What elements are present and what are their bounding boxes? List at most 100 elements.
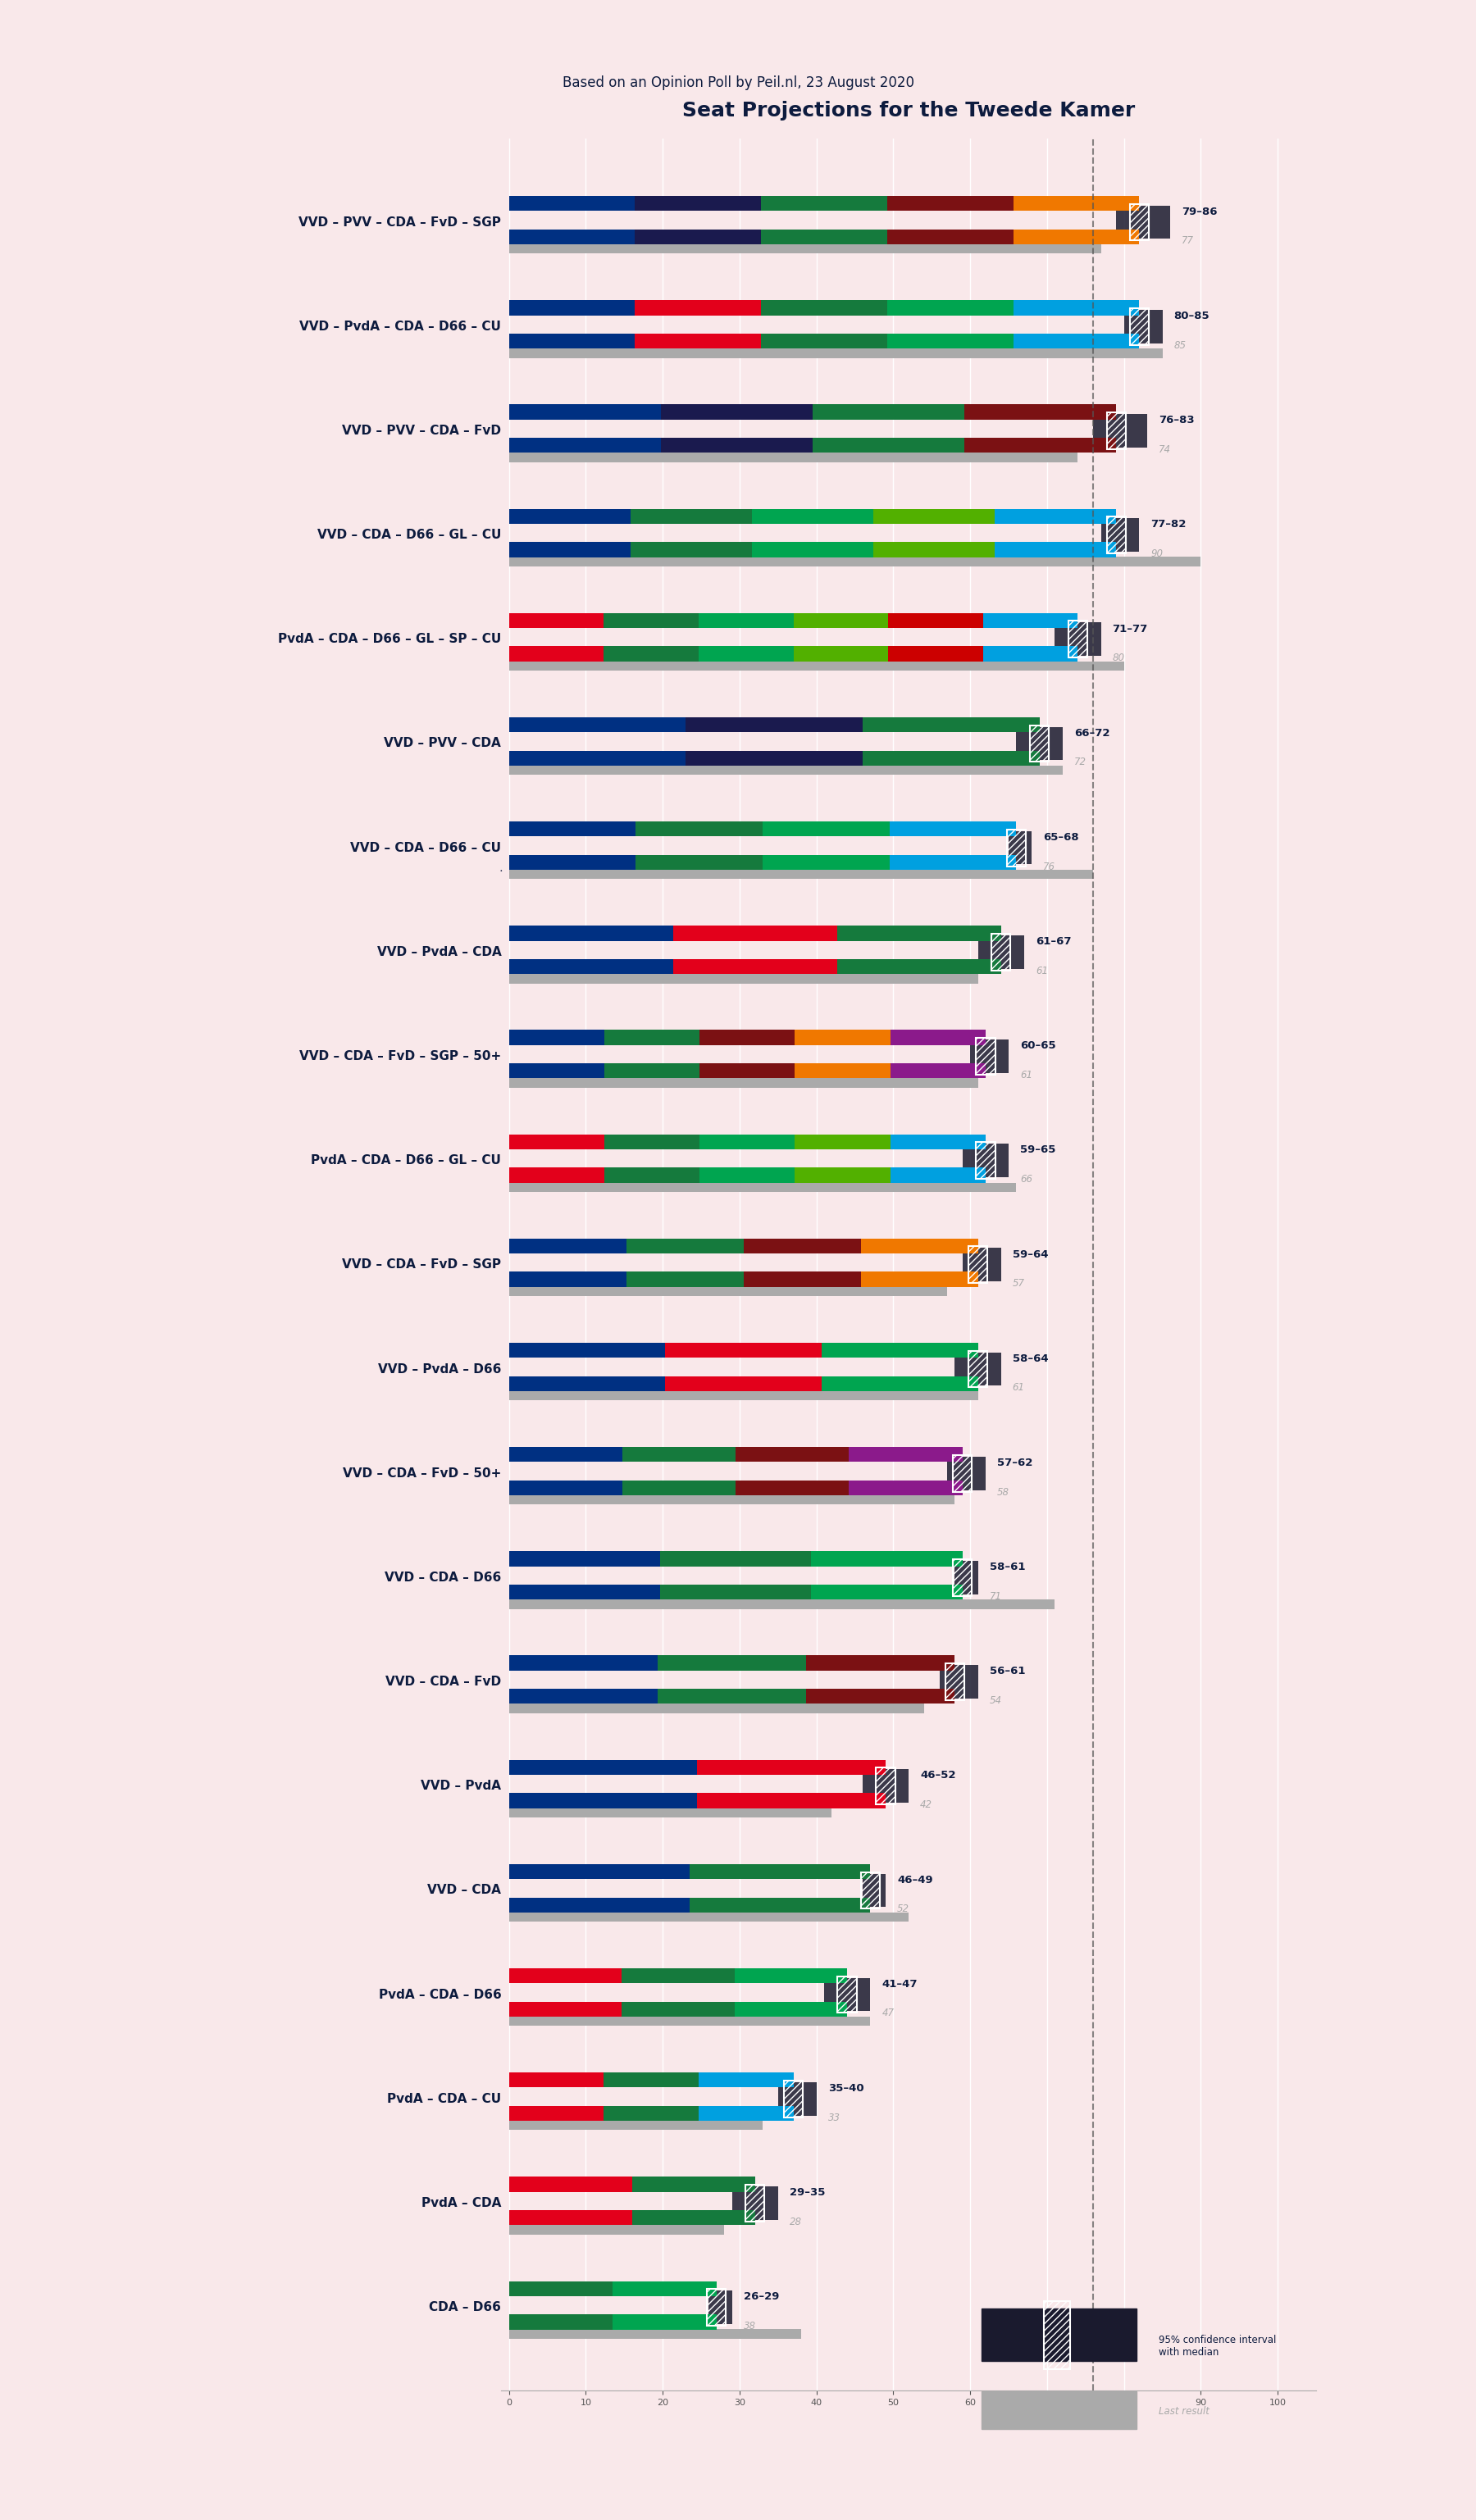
Bar — [762, 197, 887, 212]
Bar — [509, 1688, 657, 1704]
Text: 35–40: 35–40 — [828, 2084, 863, 2094]
Bar — [778, 2082, 816, 2114]
Bar — [604, 1167, 700, 1182]
Bar — [613, 2313, 716, 2328]
Bar — [953, 1560, 973, 1595]
Bar — [636, 822, 763, 837]
Bar — [509, 612, 604, 627]
Bar — [837, 960, 1001, 975]
Bar — [824, 1978, 871, 2011]
Bar — [698, 645, 794, 660]
Text: Last result: Last result — [1159, 2407, 1209, 2417]
Bar — [626, 1273, 744, 1288]
Bar — [890, 1031, 986, 1046]
Bar — [509, 1288, 948, 1295]
Text: 61: 61 — [1013, 1383, 1024, 1394]
Bar — [982, 2391, 1137, 2429]
Bar — [509, 2313, 613, 2328]
Text: 79–86: 79–86 — [1182, 207, 1218, 217]
Bar — [813, 406, 964, 418]
Bar — [509, 333, 635, 348]
Bar — [509, 438, 661, 454]
Bar — [509, 1865, 689, 1880]
Bar — [890, 822, 1017, 837]
Bar — [837, 1976, 856, 2013]
Text: Based on an Opinion Poll by Peil.nl, 23 August 2020: Based on an Opinion Poll by Peil.nl, 23 … — [562, 76, 914, 91]
Bar — [509, 1585, 660, 1600]
Bar — [660, 1552, 812, 1567]
Bar — [763, 822, 890, 837]
Text: 26–29: 26–29 — [744, 2291, 779, 2303]
Bar — [509, 2107, 604, 2122]
Text: VVD – PvdA – CDA – D66 – CU: VVD – PvdA – CDA – D66 – CU — [300, 320, 502, 333]
Bar — [630, 509, 751, 524]
Bar — [509, 1063, 604, 1079]
Bar — [1107, 517, 1126, 554]
Bar — [689, 1898, 871, 1913]
Bar — [661, 406, 813, 418]
Text: VVD – PvdA – D66: VVD – PvdA – D66 — [378, 1363, 502, 1376]
Bar — [813, 438, 964, 454]
Text: 54: 54 — [989, 1696, 1002, 1706]
Bar — [822, 1376, 977, 1391]
Bar — [604, 1134, 700, 1149]
Bar — [509, 244, 1101, 255]
Bar — [890, 1167, 986, 1182]
Bar — [509, 2210, 632, 2225]
Bar — [509, 1182, 1017, 1192]
Bar — [890, 854, 1017, 869]
Bar — [509, 751, 686, 766]
Bar — [509, 1079, 977, 1089]
Text: 46–52: 46–52 — [920, 1772, 956, 1782]
Bar — [635, 229, 762, 244]
Bar — [613, 2281, 716, 2296]
Bar — [968, 1351, 987, 1389]
Bar — [509, 1479, 623, 1494]
Text: 52: 52 — [897, 1903, 909, 1915]
Text: 95% confidence interval
with median: 95% confidence interval with median — [1159, 2334, 1277, 2359]
Bar — [509, 2001, 621, 2016]
Text: 29–35: 29–35 — [790, 2187, 825, 2197]
Text: VVD – CDA – D66: VVD – CDA – D66 — [385, 1572, 502, 1583]
Bar — [604, 1063, 700, 1079]
Bar — [635, 300, 762, 315]
Bar — [976, 1038, 995, 1074]
Bar — [983, 612, 1077, 627]
Text: VVD – PvdA – CDA: VVD – PvdA – CDA — [376, 945, 502, 958]
Bar — [697, 1794, 886, 1809]
Bar — [509, 925, 673, 940]
Text: 65–68: 65–68 — [1044, 832, 1079, 842]
Bar — [751, 542, 874, 557]
Bar — [796, 1063, 890, 1079]
Bar — [874, 509, 995, 524]
Bar — [1017, 726, 1063, 761]
Bar — [1013, 229, 1139, 244]
Bar — [509, 2328, 801, 2339]
Bar — [509, 1968, 621, 1983]
Bar — [889, 645, 983, 660]
Bar — [964, 406, 1116, 418]
Bar — [660, 1585, 812, 1600]
Text: VVD – CDA – FvD – 50+: VVD – CDA – FvD – 50+ — [342, 1467, 502, 1479]
Bar — [796, 1134, 890, 1149]
Text: 59–65: 59–65 — [1020, 1144, 1055, 1157]
Bar — [509, 1494, 955, 1504]
Text: VVD – PvdA: VVD – PvdA — [421, 1779, 502, 1792]
Bar — [604, 2071, 698, 2087]
Bar — [762, 229, 887, 244]
Bar — [735, 1968, 847, 1983]
Bar — [861, 1273, 977, 1288]
Bar — [509, 2071, 604, 2087]
Bar — [1007, 829, 1026, 867]
Text: 66: 66 — [1020, 1174, 1032, 1184]
Bar — [889, 612, 983, 627]
Bar — [509, 2177, 632, 2192]
Bar — [784, 2082, 803, 2117]
Bar — [812, 1552, 962, 1567]
Text: 58–64: 58–64 — [1013, 1353, 1048, 1363]
Text: 74: 74 — [1159, 444, 1170, 454]
Bar — [632, 2177, 754, 2192]
Bar — [977, 935, 1024, 968]
Bar — [1055, 622, 1101, 655]
Bar — [822, 1343, 977, 1358]
